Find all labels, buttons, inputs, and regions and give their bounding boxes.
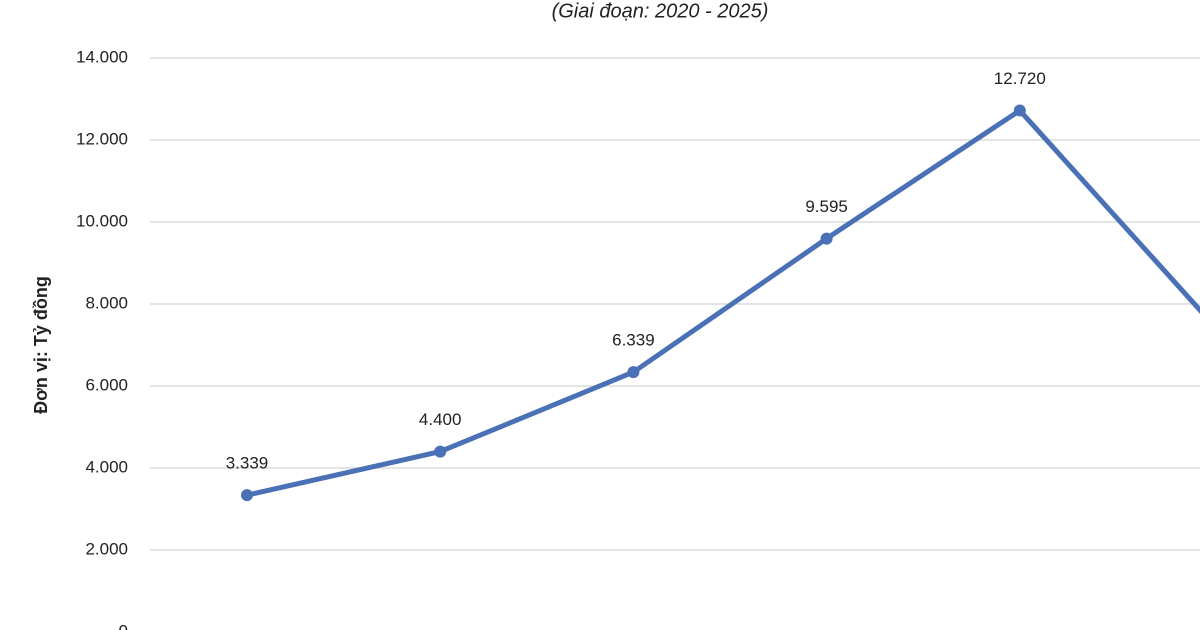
- data-label: 12.720: [994, 69, 1046, 88]
- point: [1013, 104, 1026, 117]
- chart-subtitle: (Giai đoạn: 2020 - 2025): [552, 0, 769, 22]
- line: [246, 107, 1200, 498]
- y-tick-label: 10.000: [76, 211, 128, 230]
- data-label: 6.339: [612, 331, 655, 350]
- point: [627, 366, 640, 379]
- point: [820, 232, 833, 245]
- point: [241, 489, 253, 502]
- y-tick-label: 4.000: [85, 457, 128, 476]
- data-label: 9.595: [805, 197, 848, 216]
- data-label: 4.400: [419, 410, 462, 429]
- point: [434, 445, 447, 458]
- y-tick-label: 14.000: [76, 47, 128, 66]
- y-axis-label: Đơn vị: Tỷ đồng: [31, 276, 51, 414]
- y-tick-label: 2.000: [85, 539, 128, 558]
- y-tick-label: 12.000: [76, 129, 128, 148]
- y-tick-label: 0: [119, 621, 128, 630]
- data-label: 3.339: [226, 454, 269, 473]
- y-tick-label: 8.000: [85, 293, 128, 312]
- y-tick-label: 6.000: [85, 375, 128, 394]
